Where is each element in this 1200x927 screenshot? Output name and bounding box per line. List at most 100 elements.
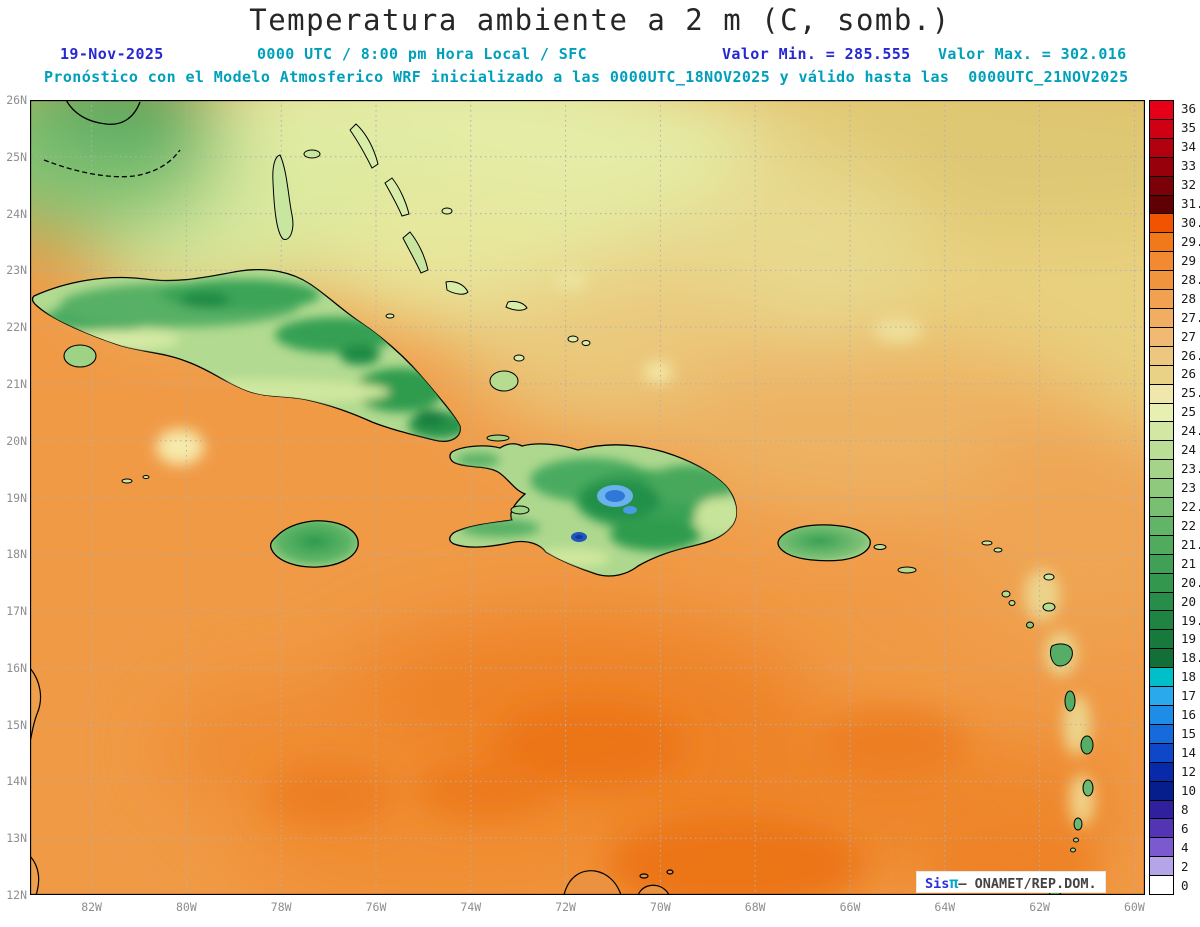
colorbar-label: 10 xyxy=(1181,782,1197,798)
lon-label: 78W xyxy=(270,900,292,914)
watermark: Sisπ– ONAMET/REP.DOM. xyxy=(916,871,1106,893)
colorbar-legend xyxy=(1149,100,1174,895)
colorbar-label: 26 xyxy=(1181,366,1197,382)
colorbar-label: 25.5 xyxy=(1181,385,1200,401)
lat-label: 18N xyxy=(6,547,27,562)
colorbar-cell xyxy=(1150,535,1173,555)
colorbar-label: 6 xyxy=(1181,820,1189,836)
colorbar-label: 27 xyxy=(1181,328,1197,344)
colorbar-label: 19.5 xyxy=(1181,612,1200,628)
lon-label: 62W xyxy=(1029,900,1050,914)
lat-label: 22N xyxy=(6,320,27,335)
colorbar-label: 0 xyxy=(1181,877,1189,893)
lat-label: 14N xyxy=(6,774,27,789)
colorbar-label: 20.5 xyxy=(1181,574,1200,590)
colorbar-cell xyxy=(1150,176,1173,196)
colorbar-label: 22.5 xyxy=(1181,498,1200,514)
colorbar-label: 24 xyxy=(1181,442,1197,458)
colorbar-cell xyxy=(1150,384,1173,404)
colorbar-cell xyxy=(1150,290,1173,309)
value-min: Valor Min. = 285.555 xyxy=(722,45,911,63)
value-max: Valor Max. = 302.016 xyxy=(938,45,1127,63)
lon-label: 80W xyxy=(176,900,197,914)
colorbar-cell xyxy=(1150,422,1173,442)
colorbar-cell xyxy=(1150,252,1173,272)
colorbar-label: 17 xyxy=(1181,688,1197,704)
colorbar-label: 24.5 xyxy=(1181,423,1200,439)
colorbar-label: 4 xyxy=(1181,839,1189,855)
bahamas-islands xyxy=(272,123,591,392)
colorbar-cell xyxy=(1150,498,1173,517)
colorbar-label: 8 xyxy=(1181,801,1189,817)
colorbar-label: 15 xyxy=(1181,726,1197,742)
lat-label: 26N xyxy=(6,93,27,107)
colorbar-label: 18 xyxy=(1181,669,1197,685)
hispaniola-island xyxy=(449,434,737,577)
colorbar-label: 36 xyxy=(1181,101,1197,117)
lat-label: 17N xyxy=(6,604,27,619)
lon-label: 60W xyxy=(1124,900,1145,914)
central-america-coast xyxy=(30,667,42,895)
colorbar-label: 27.5 xyxy=(1181,309,1200,325)
colorbar-label: 16 xyxy=(1181,707,1197,723)
lon-label: 76W xyxy=(365,900,387,914)
colorbar-label: 12 xyxy=(1181,763,1197,779)
map-plot-area xyxy=(30,100,1145,895)
temperature-map xyxy=(30,100,1145,895)
lat-label: 16N xyxy=(6,660,27,675)
lon-label: 68W xyxy=(744,900,766,914)
colorbar-label: 20 xyxy=(1181,593,1197,609)
colorbar-cell xyxy=(1150,781,1173,801)
colorbar-label: 19 xyxy=(1181,631,1197,647)
colorbar-cell xyxy=(1150,743,1173,763)
colorbar-label: 34 xyxy=(1181,139,1197,155)
watermark-text: – ONAMET/REP.DOM. xyxy=(958,876,1097,892)
colorbar-label: 29 xyxy=(1181,252,1197,268)
colorbar-cell xyxy=(1150,516,1173,536)
map-border xyxy=(30,100,1145,895)
colorbar-cell xyxy=(1150,403,1173,423)
florida-coast xyxy=(43,100,181,178)
colorbar-label: 32 xyxy=(1181,177,1197,193)
colorbar-label: 25 xyxy=(1181,404,1197,420)
colorbar-label: 14 xyxy=(1181,745,1197,761)
colorbar-cell xyxy=(1150,233,1173,253)
colorbar-cell xyxy=(1150,611,1173,631)
lon-label: 70W xyxy=(650,900,671,914)
colorbar-label: 35 xyxy=(1181,120,1197,136)
colorbar-cell xyxy=(1150,441,1173,461)
colorbar-cell xyxy=(1150,800,1173,820)
colorbar-cell xyxy=(1150,592,1173,612)
colorbar-label: 21.5 xyxy=(1181,536,1200,552)
colorbar-cell xyxy=(1150,271,1173,291)
colorbar-label: 33 xyxy=(1181,158,1197,174)
colorbar-cell xyxy=(1150,327,1173,347)
lon-label: 64W xyxy=(934,900,956,914)
colorbar-cell xyxy=(1150,308,1173,328)
colorbar-cell xyxy=(1150,857,1173,877)
lat-label: 23N xyxy=(6,263,27,278)
lat-label: 21N xyxy=(6,376,27,391)
colorbar-cell xyxy=(1150,573,1173,593)
south-america-coast xyxy=(563,869,674,895)
watermark-brand-sis: Sis xyxy=(925,876,950,892)
cold-spots xyxy=(571,485,637,542)
lon-label: 72W xyxy=(555,900,576,914)
lon-label: 74W xyxy=(460,900,482,914)
colorbar-cell xyxy=(1150,876,1173,895)
lat-label: 12N xyxy=(6,888,27,902)
colorbar-label: 28 xyxy=(1181,290,1197,306)
colorbar-cell xyxy=(1150,101,1173,120)
valid-time-info: 0000 UTC / 8:00 pm Hora Local / SFC xyxy=(257,45,588,63)
map-title: Temperatura ambiente a 2 m (C, somb.) xyxy=(249,3,951,37)
colorbar-label: 22 xyxy=(1181,517,1197,533)
jamaica-island xyxy=(269,520,359,568)
lon-label: 66W xyxy=(839,900,861,914)
colorbar-label: 28.5 xyxy=(1181,271,1200,287)
forecast-description: Pronóstico con el Modelo Atmosferico WRF… xyxy=(44,68,1129,86)
colorbar-cell xyxy=(1150,687,1173,706)
puerto-rico-island xyxy=(777,524,887,562)
watermark-brand-pi: π xyxy=(949,874,959,892)
colorbar-cell xyxy=(1150,460,1173,480)
